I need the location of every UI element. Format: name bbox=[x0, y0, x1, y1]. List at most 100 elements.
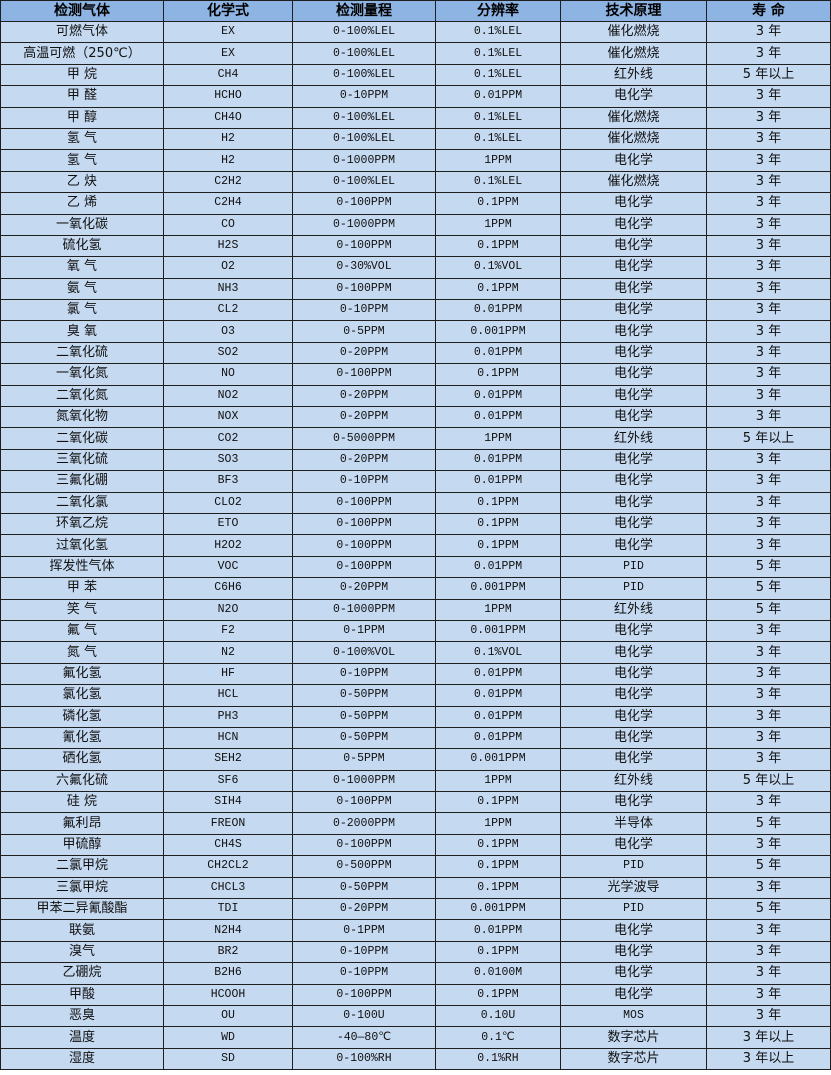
range-cell: 0-5000PPM bbox=[292, 427, 436, 450]
table-row: 氯化氢 HCL 0-50PPM 0.01PPM 电化学 3 年 bbox=[0, 684, 831, 707]
table-row: 二氧化氮 NO2 0-20PPM 0.01PPM 电化学 3 年 bbox=[0, 384, 831, 408]
range-cell: 0-1000PPM bbox=[292, 598, 436, 621]
formula-cell: C2H2 bbox=[163, 170, 293, 194]
lifespan-cell: 3 年 bbox=[706, 299, 831, 322]
lifespan-cell: 3 年 bbox=[706, 748, 831, 771]
resolution-cell: 0.1PPM bbox=[435, 534, 561, 557]
gas-name-cell: 乙 烯 bbox=[0, 192, 164, 215]
principle-cell: MOS bbox=[560, 1004, 707, 1028]
lifespan-cell: 3 年 bbox=[706, 919, 831, 942]
formula-cell: B2H6 bbox=[163, 962, 293, 985]
lifespan-cell: 3 年 bbox=[706, 534, 831, 557]
formula-cell: NH3 bbox=[163, 277, 293, 301]
formula-cell: CH4S bbox=[163, 833, 293, 857]
gas-name-cell: 可燃气体 bbox=[0, 20, 164, 44]
lifespan-cell: 3 年 bbox=[706, 42, 831, 65]
gas-name-cell: 氮氧化物 bbox=[0, 406, 164, 429]
table-row: 二氧化氯 CLO2 0-100PPM 0.1PPM 电化学 3 年 bbox=[0, 491, 831, 514]
gas-name-cell: 甲酸 bbox=[0, 983, 164, 1006]
resolution-cell: 0.01PPM bbox=[435, 384, 561, 408]
table-row: 过氧化氢 H2O2 0-100PPM 0.1PPM 电化学 3 年 bbox=[0, 534, 831, 557]
gas-name-cell: 氰化氢 bbox=[0, 726, 164, 750]
formula-cell: HCHO bbox=[163, 85, 293, 108]
lifespan-cell: 5 年以上 bbox=[706, 769, 831, 793]
lifespan-cell: 3 年 bbox=[706, 876, 831, 900]
range-cell: 0-100PPM bbox=[292, 983, 436, 1006]
resolution-cell: 0.0100M bbox=[435, 962, 561, 985]
range-cell: 0-100%LEL bbox=[292, 20, 436, 44]
formula-cell: EX bbox=[163, 20, 293, 44]
table-row: 环氧乙烷 ETO 0-100PPM 0.1PPM 电化学 3 年 bbox=[0, 512, 831, 536]
lifespan-cell: 5 年以上 bbox=[706, 427, 831, 450]
table-row: 甲 醇 CH4O 0-100%LEL 0.1%LEL 催化燃烧 3 年 bbox=[0, 106, 831, 129]
lifespan-cell: 3 年 bbox=[706, 106, 831, 129]
formula-cell: N2 bbox=[163, 641, 293, 664]
range-cell: 0-100%LEL bbox=[292, 63, 436, 87]
gas-name-cell: 一氧化氮 bbox=[0, 363, 164, 386]
range-cell: 0-50PPM bbox=[292, 705, 436, 728]
resolution-cell: 0.001PPM bbox=[435, 619, 561, 643]
resolution-cell: 0.1%LEL bbox=[435, 127, 561, 151]
lifespan-cell: 5 年 bbox=[706, 898, 831, 921]
lifespan-cell: 3 年 bbox=[706, 149, 831, 172]
lifespan-cell: 3 年 bbox=[706, 491, 831, 514]
lifespan-cell: 3 年 bbox=[706, 684, 831, 707]
lifespan-cell: 3 年 bbox=[706, 341, 831, 365]
formula-cell: HCN bbox=[163, 726, 293, 750]
header-range: 检测量程 bbox=[292, 0, 436, 22]
principle-cell: 电化学 bbox=[560, 320, 707, 343]
table-row: 温度 WD -40—80℃ 0.1℃ 数字芯片 3 年以上 bbox=[0, 1026, 831, 1049]
table-row: 氮氧化物 NOX 0-20PPM 0.01PPM 电化学 3 年 bbox=[0, 406, 831, 429]
table-row: 氮 气 N2 0-100%VOL 0.1%VOL 电化学 3 年 bbox=[0, 641, 831, 664]
range-cell: 0-10PPM bbox=[292, 662, 436, 686]
lifespan-cell: 3 年 bbox=[706, 940, 831, 964]
resolution-cell: 1PPM bbox=[435, 769, 561, 793]
principle-cell: 电化学 bbox=[560, 919, 707, 942]
gas-name-cell: 二氧化硫 bbox=[0, 341, 164, 365]
resolution-cell: 0.1PPM bbox=[435, 491, 561, 514]
resolution-cell: 0.1PPM bbox=[435, 855, 561, 878]
gas-name-cell: 溴气 bbox=[0, 940, 164, 964]
gas-name-cell: 氟化氢 bbox=[0, 662, 164, 686]
resolution-cell: 0.1PPM bbox=[435, 876, 561, 900]
range-cell: 0-100PPM bbox=[292, 512, 436, 536]
formula-cell: SIH4 bbox=[163, 791, 293, 814]
principle-cell: 电化学 bbox=[560, 448, 707, 472]
table-row: 三氧化硫 SO3 0-20PPM 0.01PPM 电化学 3 年 bbox=[0, 448, 831, 472]
principle-cell: 红外线 bbox=[560, 63, 707, 87]
principle-cell: 电化学 bbox=[560, 149, 707, 172]
resolution-cell: 0.01PPM bbox=[435, 919, 561, 942]
resolution-cell: 0.1PPM bbox=[435, 833, 561, 857]
lifespan-cell: 3 年 bbox=[706, 983, 831, 1006]
formula-cell: SO3 bbox=[163, 448, 293, 472]
principle-cell: 电化学 bbox=[560, 726, 707, 750]
lifespan-cell: 5 年 bbox=[706, 855, 831, 878]
resolution-cell: 0.1%VOL bbox=[435, 641, 561, 664]
range-cell: 0-10PPM bbox=[292, 85, 436, 108]
lifespan-cell: 3 年 bbox=[706, 470, 831, 493]
principle-cell: 电化学 bbox=[560, 491, 707, 514]
resolution-cell: 0.1PPM bbox=[435, 791, 561, 814]
header-lifespan: 寿 命 bbox=[706, 0, 831, 22]
formula-cell: OU bbox=[163, 1004, 293, 1028]
gas-name-cell: 二氯甲烷 bbox=[0, 855, 164, 878]
principle-cell: 电化学 bbox=[560, 940, 707, 964]
principle-cell: 电化学 bbox=[560, 791, 707, 814]
resolution-cell: 0.1PPM bbox=[435, 512, 561, 536]
range-cell: 0-5PPM bbox=[292, 320, 436, 343]
lifespan-cell: 3 年 bbox=[706, 726, 831, 750]
gas-name-cell: 三氧化硫 bbox=[0, 448, 164, 472]
principle-cell: 红外线 bbox=[560, 769, 707, 793]
principle-cell: 红外线 bbox=[560, 598, 707, 621]
header-gas: 检测气体 bbox=[0, 0, 164, 22]
gas-name-cell: 氨 气 bbox=[0, 277, 164, 301]
range-cell: 0-10PPM bbox=[292, 470, 436, 493]
principle-cell: 电化学 bbox=[560, 705, 707, 728]
table-row: 三氯甲烷 CHCL3 0-50PPM 0.1PPM 光学波导 3 年 bbox=[0, 876, 831, 900]
header-formula: 化学式 bbox=[163, 0, 293, 22]
gas-name-cell: 甲 烷 bbox=[0, 63, 164, 87]
gas-name-cell: 氯化氢 bbox=[0, 684, 164, 707]
principle-cell: 电化学 bbox=[560, 962, 707, 985]
lifespan-cell: 3 年 bbox=[706, 256, 831, 279]
